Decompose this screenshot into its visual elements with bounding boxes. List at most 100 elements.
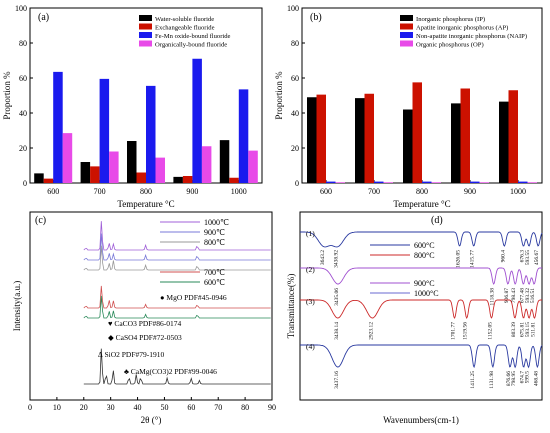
xrd-pattern-900-: [83, 233, 271, 261]
legend-label: Water-soluble fluoride: [155, 16, 214, 23]
peak-label: 1118.38: [490, 288, 496, 306]
panel-label: (d): [431, 215, 443, 226]
bar-exchangeable-fluoride: [136, 172, 146, 183]
curve-label: (4): [306, 342, 315, 351]
x-tick-label: 0: [28, 403, 32, 412]
peak-label: 798.43: [511, 288, 517, 303]
legend-swatch: [400, 32, 413, 38]
y-axis-label: Transmittance(%): [286, 274, 296, 339]
x-axis-label: Temperature °C: [117, 199, 174, 209]
x-tick-label: 80: [241, 403, 249, 412]
phase-legend-entry: ◆ CaSO4 PDF#72-0503: [108, 333, 182, 342]
peak-label: 3435.06: [334, 288, 340, 306]
bar-water-soluble-fluoride: [80, 162, 91, 183]
y-tick-label: 60: [19, 74, 27, 83]
y-tick-label: 20: [19, 144, 27, 153]
peak-label: 2923.12: [368, 322, 374, 340]
x-tick-label: 30: [107, 403, 115, 412]
peak-label: 468.48: [533, 371, 539, 386]
bar-organic-phosphorus-op-: [335, 182, 345, 183]
peak-label: 1152.05: [487, 322, 493, 340]
legend-swatch: [139, 15, 152, 21]
legend-label: Exchangeable fluoride: [155, 25, 215, 32]
bar-organic-phosphorus-op-: [527, 182, 537, 183]
legend-label: 700℃: [204, 268, 225, 277]
peak-label: 516.51: [530, 288, 536, 303]
x-tick-label: 800: [140, 187, 152, 196]
x-tick-label: 700: [368, 187, 380, 196]
xrd-pattern-camg-co3-2: [83, 348, 271, 385]
y-tick-label: 0: [23, 179, 27, 188]
x-tick-label: 70: [214, 403, 222, 412]
peak-label: 1411.25: [470, 371, 476, 389]
x-tick-label: 90: [268, 403, 276, 412]
x-tick-label: 10: [53, 403, 61, 412]
bar-organically-bound-fluoride: [62, 133, 73, 183]
bar-fe-mn-oxide-bound-fluoride: [238, 89, 249, 183]
peak-label: 876.66: [506, 371, 512, 386]
bar-exchangeable-fluoride: [43, 178, 54, 183]
bar-exchangeable-fluoride: [182, 176, 193, 183]
bar-organically-bound-fluoride: [109, 151, 119, 183]
x-tick-label: 40: [134, 403, 142, 412]
peak-label: 511.81: [530, 322, 536, 337]
bar-apatite-inorganic-phosphorus-ap-: [460, 88, 470, 183]
bar-apatite-inorganic-phosphorus-ap-: [412, 82, 422, 183]
legend-label: 1000°C: [414, 289, 439, 298]
x-tick-label: 1000: [231, 187, 247, 196]
bar-apatite-inorganic-phosphorus-ap-: [316, 94, 326, 183]
legend-label: 600℃: [204, 278, 225, 287]
bar-fe-mn-oxide-bound-fluoride: [192, 58, 202, 183]
peak-label: 3438.92: [334, 250, 340, 268]
panel-d-ftir-chart: (d) Wavenumbers(cm-1) Transmittance(%) (1) 3…: [286, 211, 543, 425]
y-tick-label: 80: [19, 39, 27, 48]
y-tick-label: 60: [291, 74, 299, 83]
x-tick-label: 900: [186, 187, 198, 196]
plot-frame: [299, 211, 543, 401]
bar-exchangeable-fluoride: [90, 166, 100, 183]
peak-label: 3643.2: [320, 250, 326, 265]
legend-label: 900°C: [414, 279, 435, 288]
x-tick-label: 700: [94, 187, 106, 196]
curve-label: (3): [306, 297, 315, 306]
legend-label: Organic phosphorus (OP): [416, 42, 484, 49]
ftir-spectrum-1: [300, 231, 543, 248]
x-tick-label: 600: [47, 187, 59, 196]
bar-inorganic-phosphorus-ip-: [451, 103, 461, 183]
bar-water-soluble-fluoride: [219, 140, 230, 183]
xrd-pattern-1000-: [83, 221, 271, 251]
y-axis-label: Proportion %: [2, 71, 12, 120]
bar-non-apatite-inorganic-phosphorus-naip-: [326, 181, 336, 183]
xrd-pattern-700-: [83, 285, 271, 309]
bar-apatite-inorganic-phosphorus-ap-: [364, 93, 374, 183]
bar-water-soluble-fluoride: [34, 173, 44, 183]
panel-b-phosphorus-bar-chart: (b) 0 20 40 60 80 100 Proportion % 600 700 800 900 1…: [274, 4, 543, 209]
curve-label: (2): [306, 265, 315, 274]
bar-organically-bound-fluoride: [201, 146, 212, 183]
peak-label: 593.15: [525, 322, 531, 337]
legend-swatch: [139, 23, 152, 30]
panel-label: (b): [310, 12, 322, 23]
legend-label: Apatite inorganic phosphorus (AP): [416, 25, 508, 32]
panel-label: (c): [35, 215, 46, 226]
bar-inorganic-phosphorus-ip-: [403, 109, 413, 183]
panel-label: (a): [38, 12, 49, 23]
x-tick-label: 50: [160, 403, 168, 412]
legend-label: 900℃: [204, 228, 225, 237]
bar-fe-mn-oxide-bound-fluoride: [146, 85, 156, 183]
bar-fe-mn-oxide-bound-fluoride: [99, 78, 110, 183]
bar-organic-phosphorus-op-: [479, 182, 489, 183]
bar-organic-phosphorus-op-: [431, 182, 441, 183]
bar-water-soluble-fluoride: [173, 176, 183, 183]
ftir-spectrum-4: [300, 344, 543, 369]
peak-label: 906.87: [504, 288, 510, 303]
peak-label: 1626.05: [456, 250, 462, 268]
bar-non-apatite-inorganic-phosphorus-naip-: [422, 181, 432, 183]
peak-label: 593.32: [525, 288, 531, 303]
ftir-spectrum-3: [300, 299, 542, 320]
bar-organically-bound-fluoride: [155, 157, 165, 183]
y-axis-label: Proportion %: [274, 71, 284, 120]
phase-legend-entry: ∆ SiO2 PDF#79-1910: [98, 350, 165, 359]
x-tick-label: 1000: [510, 187, 526, 196]
